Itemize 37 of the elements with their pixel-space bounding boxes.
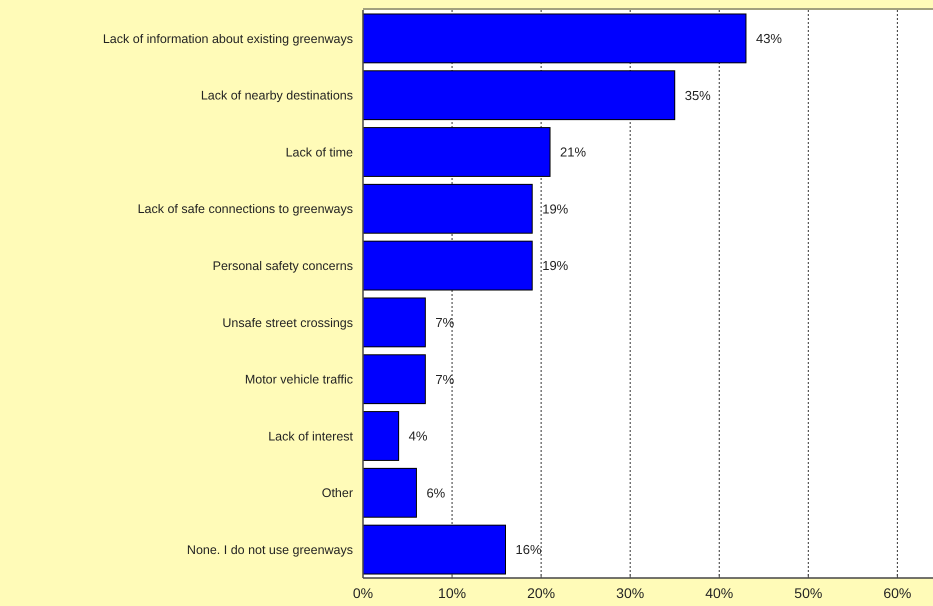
y-tick-label: Motor vehicle traffic — [244, 372, 353, 387]
bar — [362, 70, 676, 120]
data-label: 43% — [756, 30, 782, 46]
bar — [362, 184, 533, 234]
x-tick-label: 50% — [794, 585, 822, 601]
bar — [362, 468, 417, 518]
data-label: 7% — [435, 372, 455, 387]
y-tick-label: Other — [322, 486, 353, 500]
x-tick-label: 40% — [705, 585, 734, 601]
bar — [362, 297, 426, 348]
y-tick-label: Personal safety concerns — [212, 258, 353, 273]
data-label: 6% — [426, 485, 446, 500]
y-tick-label: Lack of nearby destinations — [200, 88, 353, 103]
bar — [362, 240, 533, 291]
y-tick-label: Unsafe street crossings — [222, 316, 353, 330]
bar — [362, 13, 746, 64]
data-label: 35% — [684, 88, 712, 103]
data-label: 7% — [435, 314, 455, 330]
y-tick-label: Lack of time — [286, 145, 354, 160]
x-tick-label: 30% — [616, 585, 644, 601]
data-label: 19% — [542, 201, 569, 216]
bar — [362, 127, 551, 177]
x-tick-label: 10% — [438, 585, 466, 601]
x-tick-label: 0% — [352, 585, 374, 601]
y-tick-label: None. I do not use greenways — [186, 542, 353, 557]
y-tick-label: Lack of safe connections to greenways — [138, 202, 353, 216]
bar — [362, 411, 400, 461]
x-tick-label: 20% — [527, 585, 556, 601]
y-tick-label: Lack of interest — [268, 429, 354, 444]
bar — [362, 354, 426, 404]
data-label: 16% — [516, 542, 542, 558]
data-label: 4% — [408, 428, 428, 444]
data-label: 19% — [542, 258, 569, 274]
y-tick-label: Lack of information about existing greenways — [102, 32, 353, 46]
bar — [362, 524, 506, 575]
x-tick-label: 60% — [883, 585, 912, 601]
data-label: 21% — [560, 144, 586, 160]
